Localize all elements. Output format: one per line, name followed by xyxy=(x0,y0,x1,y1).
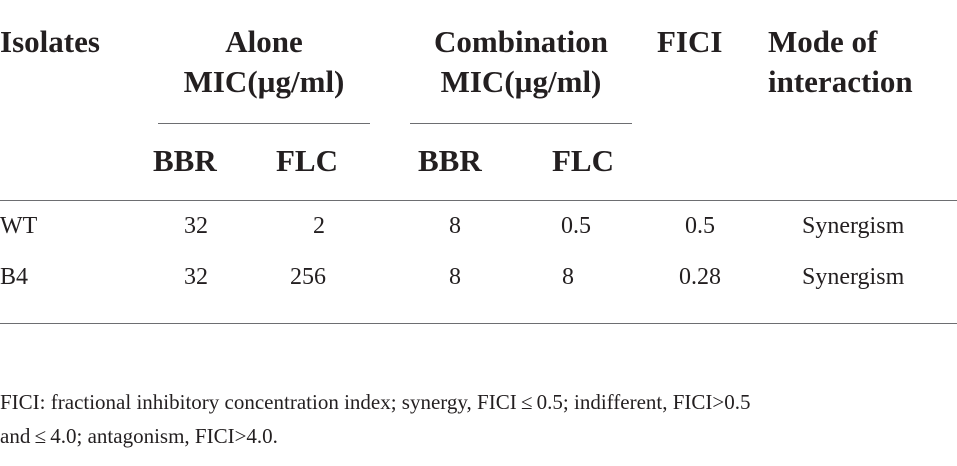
cell-alone-flc: 256 xyxy=(290,264,326,290)
header-isolates: Isolates xyxy=(0,24,100,59)
header-combination-unit: MIC(µg/ml) xyxy=(440,64,602,99)
cell-combo-flc: 0.5 xyxy=(561,213,591,239)
cell-combo-flc: 8 xyxy=(562,264,574,290)
subheader-alone-bbr: BBR xyxy=(153,143,217,178)
footnote-line-1: FICI: fractional inhibitory concentratio… xyxy=(0,390,751,414)
cell-alone-bbr: 32 xyxy=(184,264,208,290)
header-interaction: interaction xyxy=(768,64,913,99)
cell-alone-flc: 2 xyxy=(313,213,325,239)
subheader-combo-flc: FLC xyxy=(552,143,614,178)
header-fici: FICI xyxy=(657,24,723,59)
cell-mode: Synergism xyxy=(802,213,905,239)
table-bottom-rule xyxy=(0,323,957,324)
header-alone: Alone xyxy=(225,24,303,59)
alone-spanner-rule xyxy=(158,123,370,124)
subheader-alone-flc: FLC xyxy=(276,143,338,178)
header-mode-of: Mode of xyxy=(768,24,878,59)
cell-isolate: B4 xyxy=(0,264,29,290)
combination-spanner-rule xyxy=(410,123,632,124)
cell-fici: 0.5 xyxy=(685,213,715,239)
cell-isolate: WT xyxy=(0,213,38,239)
subheader-combo-bbr: BBR xyxy=(418,143,482,178)
cell-combo-bbr: 8 xyxy=(449,264,461,290)
header-alone-unit: MIC(µg/ml) xyxy=(183,64,345,99)
cell-fici: 0.28 xyxy=(679,264,721,290)
header-combination: Combination xyxy=(434,24,608,59)
cell-alone-bbr: 32 xyxy=(184,213,208,239)
footnote-line-2: and ≤ 4.0; antagonism, FICI>4.0. xyxy=(0,424,278,448)
header-bottom-rule xyxy=(0,200,957,201)
cell-mode: Synergism xyxy=(802,264,905,290)
cell-combo-bbr: 8 xyxy=(449,213,461,239)
